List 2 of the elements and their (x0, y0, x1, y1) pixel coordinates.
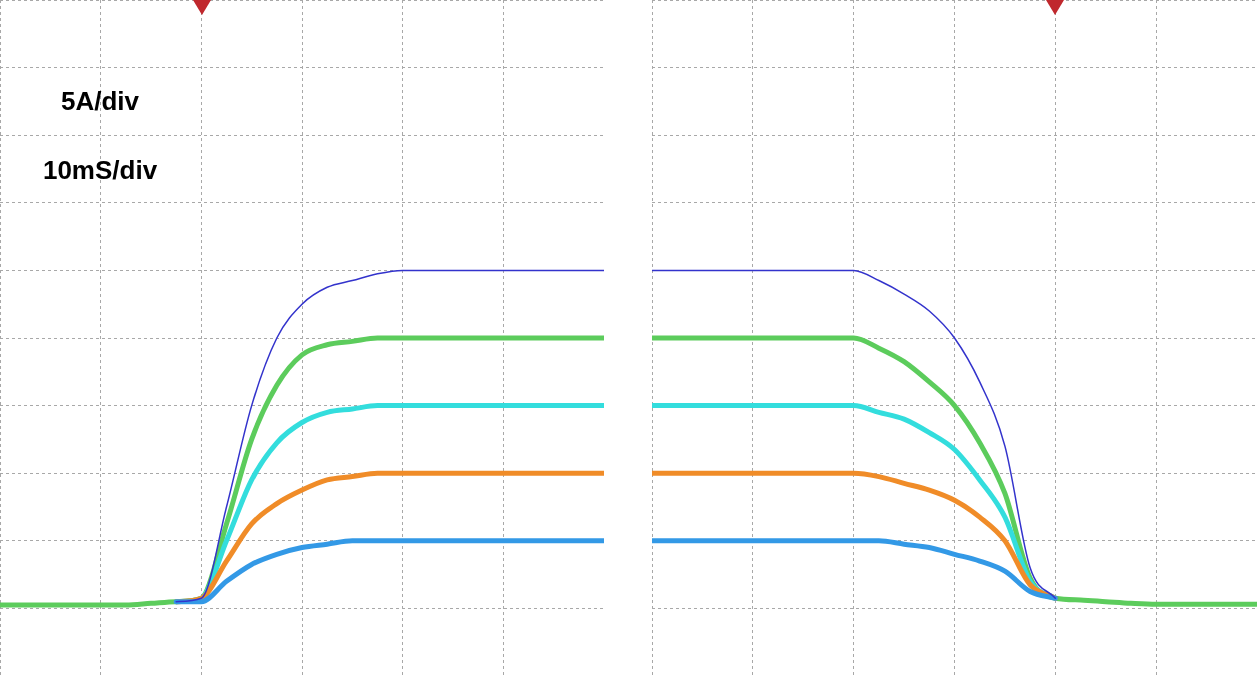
text: 10mS/div (42, 155, 158, 186)
text: 5A/div (60, 86, 140, 117)
